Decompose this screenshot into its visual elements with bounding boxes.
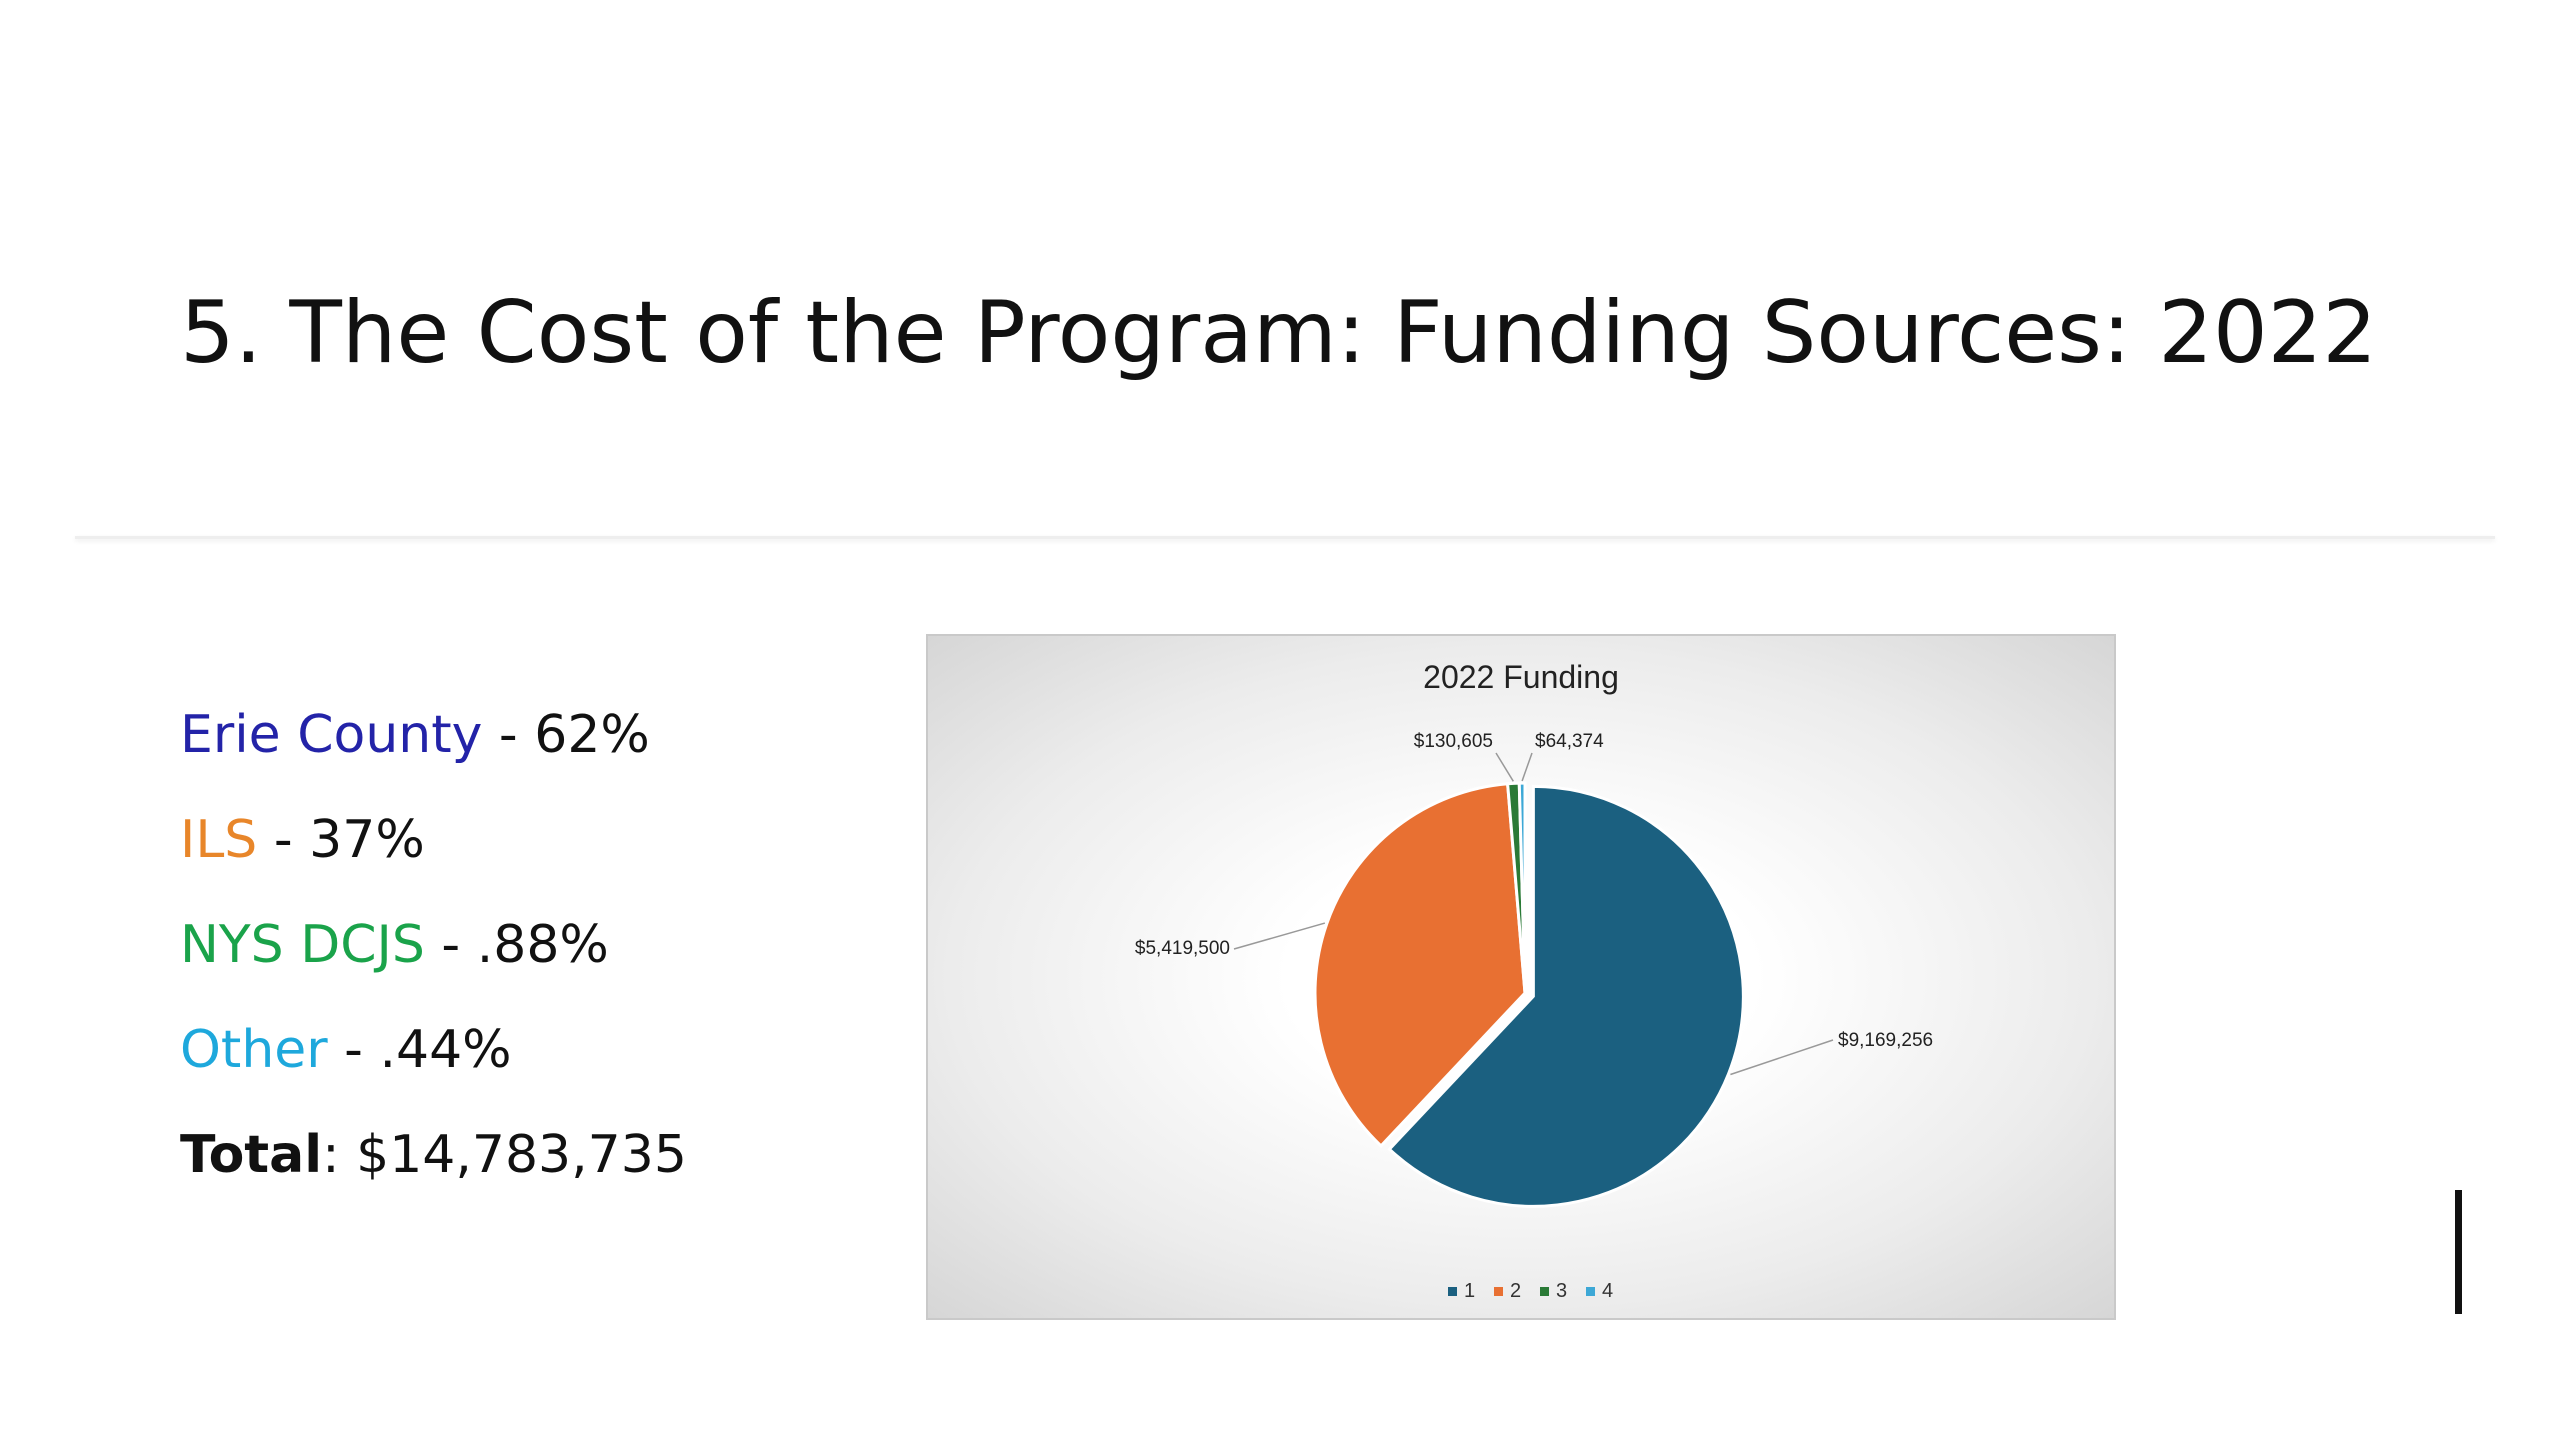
pie-slice-1 <box>1387 784 1745 1208</box>
funding-item-ils: ILS - 37% <box>180 805 687 910</box>
funding-source-share: - .44% <box>327 1020 512 1080</box>
legend-swatch-3 <box>1540 1287 1549 1296</box>
funding-item-other: Other - .44% <box>180 1015 687 1120</box>
total-value: : $14,783,735 <box>322 1125 687 1185</box>
pie-slice-4 <box>1517 781 1527 994</box>
funding-source-name: ILS <box>180 810 258 870</box>
legend-swatch-4 <box>1586 1287 1595 1296</box>
funding-source-share: - 62% <box>482 705 650 765</box>
data-label-3: $130,605 <box>1414 731 1493 752</box>
funding-sources-list: Erie County - 62% ILS - 37% NYS DCJS - .… <box>180 700 687 1225</box>
funding-item-nys-dcjs: NYS DCJS - .88% <box>180 910 687 1015</box>
text-cursor <box>2455 1190 2462 1314</box>
slide-title: 5. The Cost of the Program: Funding Sour… <box>180 283 2378 383</box>
funding-pie-chart[interactable]: 2022 Funding $9,169,256 $5,419,500 $130,605… <box>926 634 2116 1320</box>
leader-line-4 <box>1521 752 1533 782</box>
total-label: Total <box>180 1125 323 1185</box>
funding-source-share: - .88% <box>424 915 609 975</box>
leader-line-1 <box>1730 1039 1834 1076</box>
title-divider <box>75 536 2495 539</box>
pie-slice-2 <box>1313 782 1527 1149</box>
funding-source-share: - 37% <box>257 810 425 870</box>
funding-source-name: Other <box>180 1020 328 1080</box>
legend-swatch-1 <box>1448 1287 1457 1296</box>
chart-title: 2022 Funding <box>1423 659 1619 695</box>
funding-source-name: Erie County <box>180 705 483 765</box>
leader-line-3 <box>1495 752 1514 782</box>
leader-line-2 <box>1233 922 1326 950</box>
pie-chart-canvas: 2022 Funding $9,169,256 $5,419,500 $130,605… <box>1135 659 1933 1302</box>
legend-label-3: 3 <box>1556 1280 1567 1302</box>
data-label-2: $5,419,500 <box>1135 938 1230 959</box>
legend-label-4: 4 <box>1602 1280 1613 1302</box>
data-label-1: $9,169,256 <box>1838 1030 1933 1051</box>
legend-label-1: 1 <box>1464 1280 1475 1302</box>
legend-swatch-2 <box>1494 1287 1503 1296</box>
data-label-4: $64,374 <box>1535 731 1604 752</box>
funding-item-erie-county: Erie County - 62% <box>180 700 687 805</box>
funding-source-name: NYS DCJS <box>180 915 425 975</box>
legend-label-2: 2 <box>1510 1280 1521 1302</box>
funding-total: Total: $14,783,735 <box>180 1120 687 1225</box>
